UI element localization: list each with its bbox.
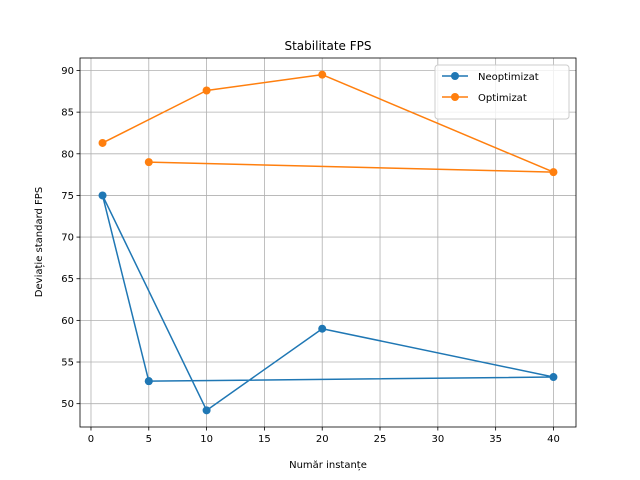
x-tick-label: 30 — [431, 434, 444, 445]
x-tick-label: 10 — [200, 434, 213, 445]
y-tick-label: 90 — [61, 66, 74, 77]
chart-title: Stabilitate FPS — [284, 39, 371, 53]
data-point-neoptimizat — [202, 406, 211, 415]
legend-marker-neoptimizat — [451, 72, 459, 80]
data-point-optimizat — [98, 138, 107, 147]
y-axis-title: Deviație standard FPS — [34, 187, 45, 297]
x-tick-label: 5 — [146, 434, 152, 445]
data-point-optimizat — [202, 86, 211, 95]
data-point-optimizat — [549, 168, 558, 177]
data-point-neoptimizat — [98, 191, 107, 200]
series-optimizat — [98, 70, 558, 177]
legend-label-optimizat: Optimizat — [478, 93, 527, 104]
legend-marker-optimizat — [451, 93, 459, 101]
x-tick-label: 15 — [258, 434, 271, 445]
y-axis: 50 55 60 65 70 75 80 85 90 — [61, 66, 80, 410]
y-tick-label: 55 — [61, 358, 74, 369]
legend-box — [434, 64, 570, 120]
y-tick-label: 65 — [61, 274, 74, 285]
x-tick-label: 20 — [316, 434, 329, 445]
legend-label-neoptimizat: Neoptimizat — [478, 72, 539, 83]
series-neoptimizat — [98, 191, 558, 415]
y-tick-label: 70 — [61, 233, 74, 244]
y-tick-label: 50 — [61, 399, 74, 410]
x-tick-label: 0 — [88, 434, 94, 445]
series-layer — [98, 70, 558, 415]
y-tick-label: 80 — [61, 149, 74, 160]
x-axis-title: Număr instanțe — [289, 460, 367, 471]
plot-frame — [79, 57, 577, 428]
data-point-neoptimizat — [318, 324, 327, 333]
x-tick-label: 35 — [489, 434, 502, 445]
x-tick-label: 40 — [547, 434, 560, 445]
data-point-neoptimizat — [549, 373, 558, 382]
y-tick-label: 85 — [61, 108, 74, 119]
legend: Neoptimizat Optimizat — [434, 64, 570, 120]
y-tick-label: 60 — [61, 316, 74, 327]
series-line-neoptimizat — [101, 194, 555, 412]
x-tick-label: 25 — [374, 434, 387, 445]
y-tick-label: 75 — [61, 191, 74, 202]
x-axis: 0 5 10 15 20 25 30 35 40 — [88, 427, 560, 445]
data-point-neoptimizat — [144, 377, 153, 386]
data-point-optimizat — [318, 70, 327, 79]
data-point-optimizat — [144, 158, 153, 167]
